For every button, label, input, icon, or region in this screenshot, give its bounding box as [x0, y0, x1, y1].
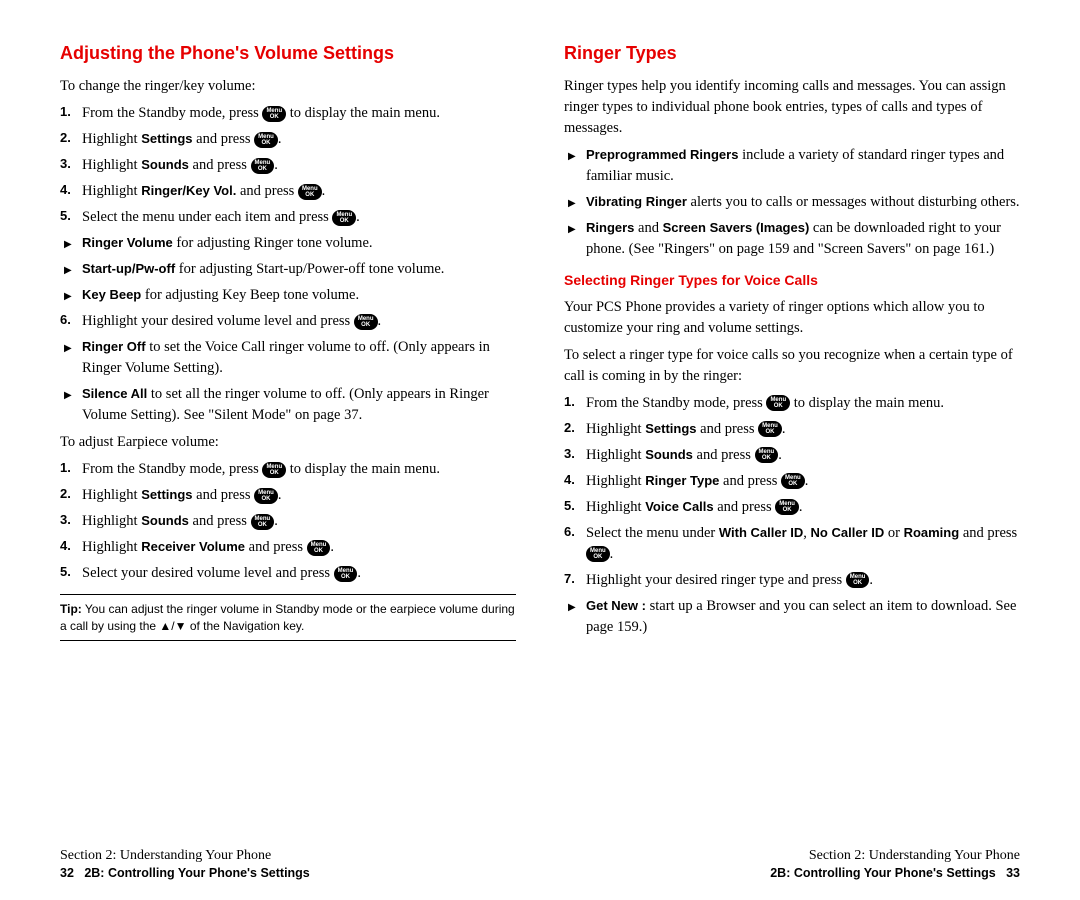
right-subheading: Selecting Ringer Types for Voice Calls — [564, 270, 1020, 290]
bullet-item: ▶Ringer Volume for adjusting Ringer tone… — [60, 233, 516, 254]
triangle-icon: ▶ — [64, 290, 72, 305]
triangle-icon: ▶ — [64, 342, 72, 357]
footer-chapter-left: 32 2B: Controlling Your Phone's Settings — [60, 866, 516, 880]
step-item: 5.Select your desired volume level and p… — [60, 563, 516, 584]
right-steps-list: 1.From the Standby mode, press MenuOK to… — [564, 393, 1020, 591]
bullet-list-a: ▶Ringer Volume for adjusting Ringer tone… — [60, 233, 516, 306]
step-item: 2.Highlight Settings and press MenuOK. — [60, 129, 516, 150]
triangle-icon: ▶ — [64, 238, 72, 253]
triangle-icon: ▶ — [568, 150, 576, 165]
page-footers: Section 2: Understanding Your Phone 32 2… — [60, 848, 1020, 880]
menu-ok-icon: MenuOK — [334, 566, 358, 582]
right-intro: Ringer types help you identify incoming … — [564, 76, 1020, 139]
tip-box: Tip: You can adjust the ringer volume in… — [60, 594, 516, 640]
step-item: 7.Highlight your desired ringer type and… — [564, 570, 1020, 591]
right-heading: Ringer Types — [564, 40, 1020, 66]
left-intro-2: To adjust Earpiece volume: — [60, 432, 516, 453]
step-item: 4.Highlight Receiver Volume and press Me… — [60, 537, 516, 558]
left-heading: Adjusting the Phone's Volume Settings — [60, 40, 516, 66]
step-item: 1.From the Standby mode, press MenuOK to… — [60, 103, 516, 124]
triangle-icon: ▶ — [64, 264, 72, 279]
menu-ok-icon: MenuOK — [262, 106, 286, 122]
bullet-list-b: ▶Ringer Off to set the Voice Call ringer… — [60, 337, 516, 426]
two-column-layout: Adjusting the Phone's Volume Settings To… — [60, 40, 1020, 828]
menu-ok-icon: MenuOK — [586, 546, 610, 562]
step-item: 4.Highlight Ringer/Key Vol. and press Me… — [60, 181, 516, 202]
menu-ok-icon: MenuOK — [758, 421, 782, 437]
menu-ok-icon: MenuOK — [254, 132, 278, 148]
bullet-item: ▶Start-up/Pw-off for adjusting Start-up/… — [60, 259, 516, 280]
step-item: 4.Highlight Ringer Type and press MenuOK… — [564, 471, 1020, 492]
right-bullet-list: ▶Preprogrammed Ringers include a variety… — [564, 145, 1020, 260]
right-p1: Your PCS Phone provides a variety of rin… — [564, 297, 1020, 339]
step-item: 5.Highlight Voice Calls and press MenuOK… — [564, 497, 1020, 518]
menu-ok-icon: MenuOK — [254, 488, 278, 504]
bullet-item: ▶Vibrating Ringer alerts you to calls or… — [564, 192, 1020, 213]
step-item: 6.Highlight your desired volume level an… — [60, 311, 516, 332]
steps-list-a: 1.From the Standby mode, press MenuOK to… — [60, 103, 516, 228]
bullet-item: ▶Get New : start up a Browser and you ca… — [564, 596, 1020, 638]
menu-ok-icon: MenuOK — [781, 473, 805, 489]
step-item: 3.Highlight Sounds and press MenuOK. — [564, 445, 1020, 466]
menu-ok-icon: MenuOK — [766, 395, 790, 411]
step-item: 3.Highlight Sounds and press MenuOK. — [60, 511, 516, 532]
menu-ok-icon: MenuOK — [775, 499, 799, 515]
step-item: 2.Highlight Settings and press MenuOK. — [564, 419, 1020, 440]
right-end-bullet: ▶Get New : start up a Browser and you ca… — [564, 596, 1020, 638]
tip-label: Tip: — [60, 602, 82, 616]
menu-ok-icon: MenuOK — [332, 210, 356, 226]
menu-ok-icon: MenuOK — [262, 462, 286, 478]
menu-ok-icon: MenuOK — [755, 447, 779, 463]
left-column: Adjusting the Phone's Volume Settings To… — [60, 40, 516, 828]
menu-ok-icon: MenuOK — [251, 158, 275, 174]
bullet-item: ▶Ringer Off to set the Voice Call ringer… — [60, 337, 516, 379]
step-item: 5.Select the menu under each item and pr… — [60, 207, 516, 228]
bullet-item: ▶Preprogrammed Ringers include a variety… — [564, 145, 1020, 187]
triangle-icon: ▶ — [568, 223, 576, 238]
left-intro: To change the ringer/key volume: — [60, 76, 516, 97]
steps-list-b: 1.From the Standby mode, press MenuOK to… — [60, 459, 516, 584]
bullet-item: ▶Key Beep for adjusting Key Beep tone vo… — [60, 285, 516, 306]
bullet-item: ▶Ringers and Screen Savers (Images) can … — [564, 218, 1020, 260]
footer-section: Section 2: Understanding Your Phone — [60, 848, 516, 864]
step-item: 6.Select the menu under With Caller ID, … — [564, 523, 1020, 565]
step-item: 2.Highlight Settings and press MenuOK. — [60, 485, 516, 506]
menu-ok-icon: MenuOK — [298, 184, 322, 200]
right-column: Ringer Types Ringer types help you ident… — [564, 40, 1020, 828]
steps-list-a6: 6.Highlight your desired volume level an… — [60, 311, 516, 332]
footer-chapter-right: 2B: Controlling Your Phone's Settings 33 — [564, 866, 1020, 880]
menu-ok-icon: MenuOK — [846, 572, 870, 588]
step-item: 1.From the Standby mode, press MenuOK to… — [60, 459, 516, 480]
footer-section: Section 2: Understanding Your Phone — [564, 848, 1020, 864]
triangle-icon: ▶ — [568, 601, 576, 616]
footer-right: Section 2: Understanding Your Phone 2B: … — [564, 848, 1020, 880]
tip-text: You can adjust the ringer volume in Stan… — [60, 602, 515, 632]
step-item: 1.From the Standby mode, press MenuOK to… — [564, 393, 1020, 414]
triangle-icon: ▶ — [568, 197, 576, 212]
menu-ok-icon: MenuOK — [251, 514, 275, 530]
right-p2: To select a ringer type for voice calls … — [564, 345, 1020, 387]
triangle-icon: ▶ — [64, 389, 72, 404]
footer-left: Section 2: Understanding Your Phone 32 2… — [60, 848, 516, 880]
bullet-item: ▶Silence All to set all the ringer volum… — [60, 384, 516, 426]
step-item: 3.Highlight Sounds and press MenuOK. — [60, 155, 516, 176]
menu-ok-icon: MenuOK — [354, 314, 378, 330]
menu-ok-icon: MenuOK — [307, 540, 331, 556]
